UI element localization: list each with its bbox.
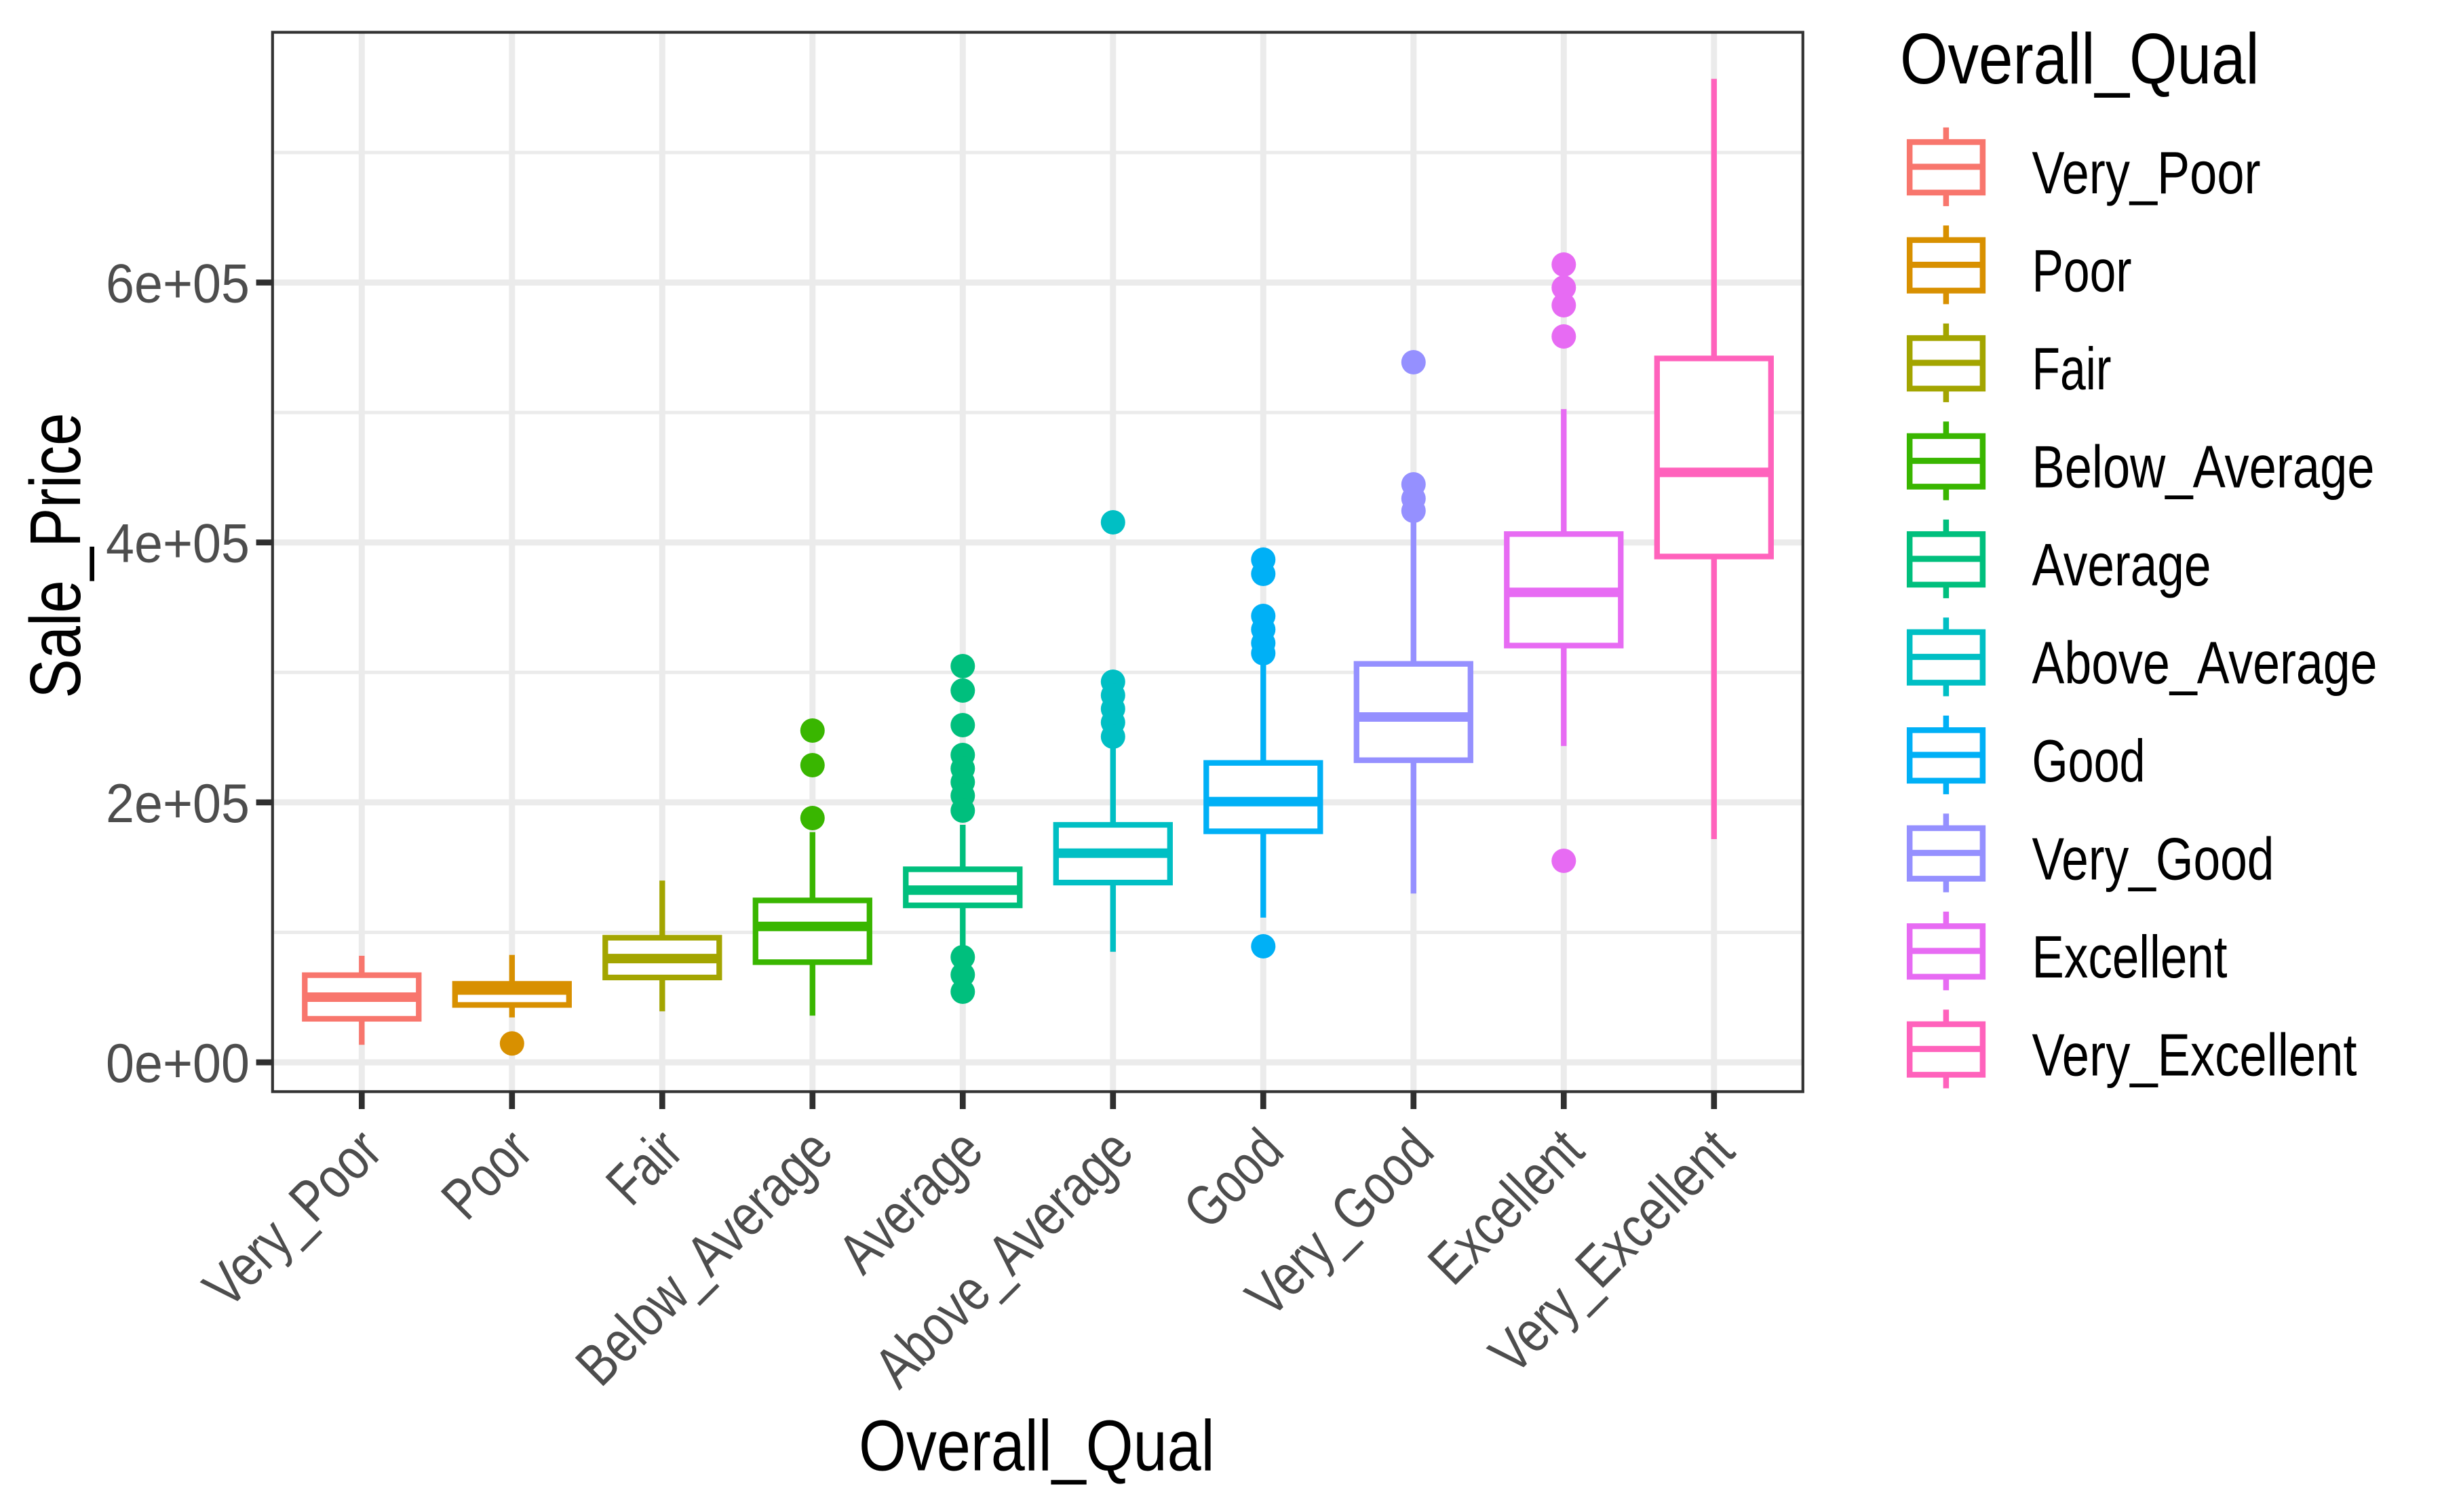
svg-text:Good: Good <box>2032 727 2146 794</box>
svg-text:Fair: Fair <box>2032 335 2112 402</box>
svg-text:Overall_Qual: Overall_Qual <box>1900 19 2260 99</box>
svg-text:Poor: Poor <box>2032 237 2132 304</box>
svg-text:Excellent: Excellent <box>2032 923 2228 990</box>
svg-text:2e+05: 2e+05 <box>106 773 250 834</box>
svg-text:Very_Good: Very_Good <box>2032 825 2274 892</box>
svg-text:Very_Excellent: Very_Excellent <box>2032 1021 2357 1088</box>
svg-text:Average: Average <box>2032 531 2211 598</box>
svg-text:0e+00: 0e+00 <box>106 1033 250 1094</box>
svg-text:Very_Poor: Very_Poor <box>2032 139 2261 206</box>
svg-text:Below_Average: Below_Average <box>2032 433 2375 500</box>
svg-text:Above_Average: Above_Average <box>2032 629 2378 696</box>
svg-text:Sale_Price: Sale_Price <box>16 413 96 699</box>
svg-text:6e+05: 6e+05 <box>106 254 250 315</box>
svg-text:4e+05: 4e+05 <box>106 513 250 575</box>
svg-text:Overall_Qual: Overall_Qual <box>859 1406 1215 1486</box>
